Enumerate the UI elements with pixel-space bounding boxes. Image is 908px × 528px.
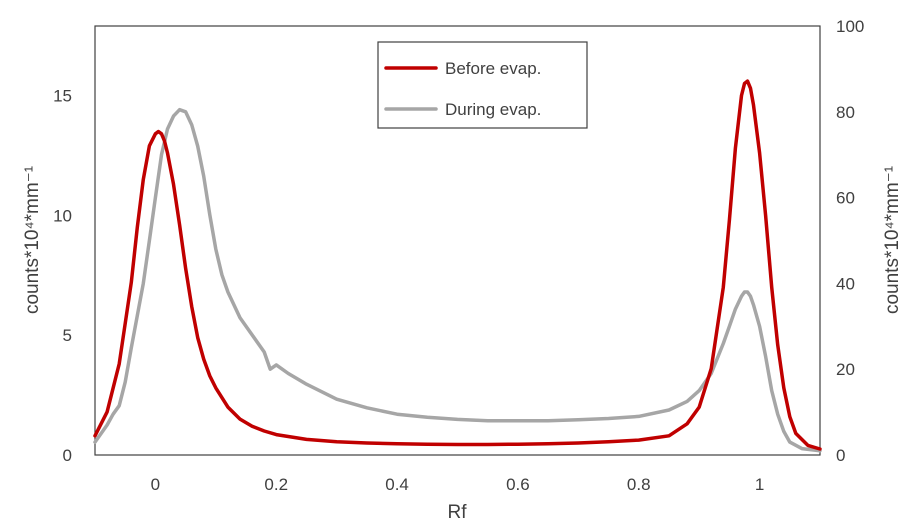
x-tick-label-3: 0.6 [506, 475, 530, 494]
y-axis-title-left: counts*10⁴*mm⁻¹ [22, 166, 43, 314]
y-left-tick-label-1: 5 [63, 326, 72, 345]
series-layer [93, 79, 822, 453]
x-tick-label-0: 0 [151, 475, 160, 494]
y-left-tick-label-3: 15 [53, 87, 72, 106]
legend-box [377, 41, 588, 129]
legend-label-before-evap: Before evap. [445, 59, 541, 78]
y-right-tick-label-5: 100 [836, 17, 864, 36]
series-line-before-evap [93, 79, 822, 451]
legend-label-during-evap: During evap. [445, 100, 541, 119]
x-tick-label-2: 0.4 [385, 475, 409, 494]
y-axis-title-right: counts*10⁴*mm⁻¹ [882, 166, 903, 314]
y-right-tick-label-4: 80 [836, 103, 855, 122]
series-line-during-evap [93, 107, 822, 453]
y-left-tick-label-0: 0 [63, 446, 72, 465]
x-tick-label-1: 0.2 [264, 475, 288, 494]
y-right-tick-label-3: 60 [836, 189, 855, 208]
y-right-tick-label-2: 40 [836, 274, 855, 293]
y-left-tick-label-2: 10 [53, 206, 72, 225]
x-tick-label-4: 0.8 [627, 475, 651, 494]
y-right-tick-label-0: 0 [836, 446, 845, 465]
x-axis-title: Rf [448, 502, 468, 523]
x-tick-label-5: 1 [755, 475, 764, 494]
legend: Before evap. During evap. [377, 41, 588, 129]
y-right-tick-label-1: 20 [836, 360, 855, 379]
